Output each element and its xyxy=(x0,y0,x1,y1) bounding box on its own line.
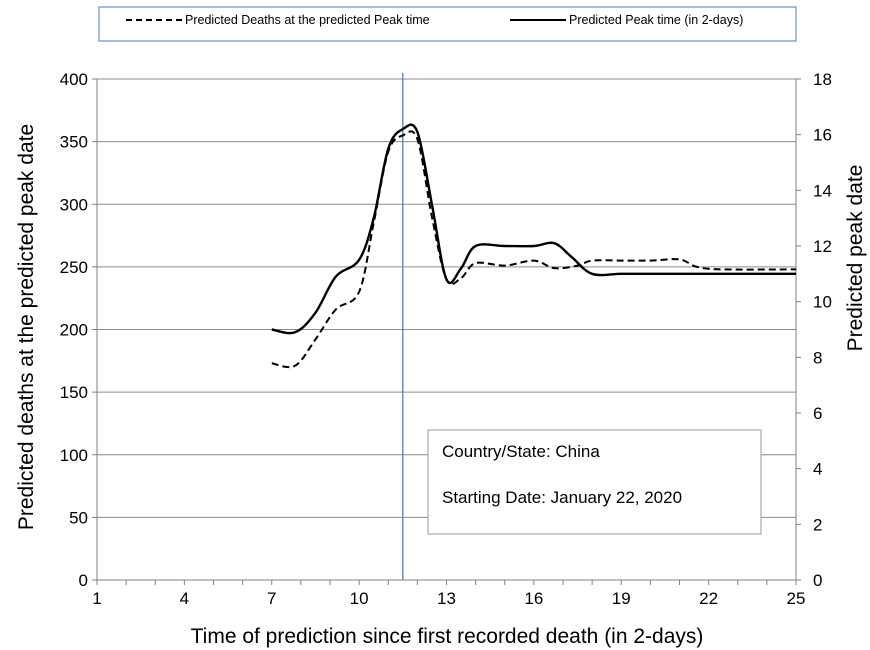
y-right-tick-label: 8 xyxy=(813,348,822,367)
x-tick-label: 7 xyxy=(267,589,276,608)
y-left-tick-label: 50 xyxy=(69,508,88,527)
x-tick-label: 25 xyxy=(787,589,806,608)
y-left-axis-title: Predicted deaths at the predicted peak d… xyxy=(15,124,38,530)
y-right-tick-label: 10 xyxy=(813,293,832,312)
y-left-tick-label: 300 xyxy=(60,195,88,214)
y-left-tick-label: 200 xyxy=(60,321,88,340)
y-right-tick-label: 2 xyxy=(813,515,822,534)
y-right-tick-label: 14 xyxy=(813,181,832,200)
legend-frame xyxy=(98,6,797,42)
x-tick-label: 4 xyxy=(180,589,189,608)
x-tick-label: 10 xyxy=(350,589,369,608)
x-tick-label: 19 xyxy=(612,589,631,608)
info-box: Country/State: China Starting Date: Janu… xyxy=(427,429,762,535)
x-tick-label: 1 xyxy=(92,589,101,608)
x-tick-label: 22 xyxy=(699,589,718,608)
y-right-tick-labels: 0 2 4 6 8 10 12 14 16 18 xyxy=(813,70,832,590)
axes xyxy=(92,78,801,585)
x-axis-title: Time of prediction since first recorded … xyxy=(191,625,704,648)
y-left-tick-label: 100 xyxy=(60,446,88,465)
y-right-tick-label: 12 xyxy=(813,237,832,256)
y-left-tick-label: 0 xyxy=(79,571,88,590)
legend-label-peak-time: Predicted Peak time (in 2-days) xyxy=(569,13,743,27)
info-country: Country/State: China xyxy=(442,442,600,461)
y-right-tick-label: 18 xyxy=(813,70,832,89)
y-right-axis-title: Predicted peak date xyxy=(844,165,867,352)
series-layer xyxy=(271,123,797,369)
y-left-tick-label: 150 xyxy=(60,383,88,402)
x-tick-label: 13 xyxy=(437,589,456,608)
y-left-tick-label: 250 xyxy=(60,258,88,277)
y-left-tick-label: 400 xyxy=(60,70,88,89)
info-start-date: Starting Date: January 22, 2020 xyxy=(442,488,682,507)
series-line-peak-time xyxy=(271,123,796,335)
series-line-predicted-deaths xyxy=(271,130,797,369)
y-right-tick-label: 4 xyxy=(813,460,822,479)
y-right-tick-label: 0 xyxy=(813,571,822,590)
y-right-tick-label: 16 xyxy=(813,126,832,145)
x-tick-label: 16 xyxy=(524,589,543,608)
info-box-frame xyxy=(427,429,762,535)
chart-legend: Predicted Deaths at the predicted Peak t… xyxy=(98,6,797,42)
x-tick-labels: 1 4 7 10 13 16 19 22 25 xyxy=(92,589,805,608)
y-left-tick-labels: 0 50 100 150 200 250 300 350 400 xyxy=(60,70,88,590)
y-right-tick-label: 6 xyxy=(813,404,822,423)
y-left-tick-label: 350 xyxy=(60,133,88,152)
legend-label-deaths: Predicted Deaths at the predicted Peak t… xyxy=(185,13,430,27)
